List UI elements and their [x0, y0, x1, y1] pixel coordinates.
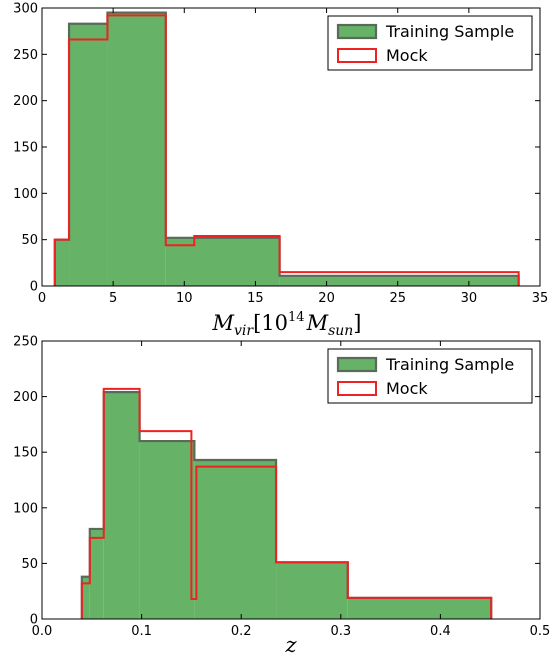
training-bar	[279, 275, 519, 286]
xlabel-sub: vir	[234, 323, 254, 339]
training-bar	[89, 528, 104, 619]
training-bar	[81, 576, 90, 619]
ticks-mvir: 0 5 10 15 20 25 30 35 0 50 100 150 200 250 300	[13, 2, 548, 307]
panel-redshift: 0.0 0.1 0.2 0.3 0.4 0.5 0 50 100 150 200 250 z Trai…	[13, 335, 550, 656]
y-tick-label: 50	[21, 233, 38, 248]
legend-label-training: Training Sample	[385, 22, 514, 41]
plot-area-mvir	[53, 11, 520, 287]
y-tick-label: 200	[13, 94, 38, 109]
xlabel-base: M	[211, 311, 234, 335]
training-bar	[276, 562, 348, 619]
legend-redshift: Training Sample Mock	[327, 348, 533, 404]
x-tick-label: 5	[109, 291, 117, 306]
x-tick-label: 0.2	[231, 624, 252, 639]
training-bar	[54, 239, 70, 286]
y-tick-label: 250	[13, 48, 38, 63]
legend-label-mock: Mock	[386, 379, 428, 398]
axes-frame-redshift	[41, 340, 541, 620]
x-axis-label-redshift: z	[284, 633, 297, 656]
xlabel-unit-sub: sun	[328, 323, 353, 339]
training-bar	[194, 459, 277, 619]
xlabel-unit: M	[306, 311, 329, 335]
y-tick-label: 150	[13, 446, 38, 461]
y-tick-label: 100	[13, 187, 38, 202]
x-tick-label: 25	[389, 291, 406, 306]
legend-label-training: Training Sample	[385, 355, 514, 374]
legend-swatch-mock	[337, 48, 377, 63]
ticks-redshift: 0.0 0.1 0.2 0.3 0.4 0.5 0 50 100 150 200 250	[13, 335, 550, 640]
legend-swatch-mock	[337, 381, 377, 396]
x-tick-label: 20	[318, 291, 335, 306]
y-tick-label: 150	[13, 141, 38, 156]
legend-swatch-training	[336, 23, 378, 40]
y-tick-label: 200	[13, 390, 38, 405]
y-tick-label: 0	[30, 280, 38, 295]
mock-step-line	[53, 14, 520, 286]
x-tick-label: 0.0	[32, 624, 53, 639]
legend-mvir: Training Sample Mock	[327, 15, 533, 71]
x-tick-label: 0.3	[330, 624, 351, 639]
xlabel-sup: 14	[288, 310, 305, 325]
x-tick-label: 15	[247, 291, 264, 306]
x-tick-label: 0.5	[530, 624, 551, 639]
training-bar	[69, 23, 108, 287]
xlabel-bracket-open: [10	[253, 311, 288, 335]
y-tick-label: 300	[13, 2, 38, 17]
x-tick-label: 10	[176, 291, 193, 306]
panel-mvir: 0 5 10 15 20 25 30 35 0 50 100 150 200 250 300 Mvir[10…	[13, 2, 548, 340]
x-tick-label: 0	[38, 291, 46, 306]
y-tick-label: 100	[13, 501, 38, 516]
legend-swatch-training	[336, 356, 378, 373]
y-tick-label: 50	[21, 557, 38, 572]
training-bar	[139, 441, 195, 619]
x-tick-label: 0.1	[131, 624, 152, 639]
y-tick-label: 0	[30, 613, 38, 628]
x-axis-label-mvir: Mvir[1014Msun]	[211, 310, 361, 339]
y-tick-label: 250	[13, 335, 38, 350]
plot-area-redshift	[80, 387, 493, 619]
x-tick-label: 35	[532, 291, 549, 306]
training-bar	[107, 12, 166, 287]
xlabel-bracket-close: ]	[353, 311, 361, 335]
x-tick-label: 30	[461, 291, 478, 306]
mock-step-line	[80, 387, 493, 619]
x-tick-label: 0.4	[430, 624, 451, 639]
training-bar	[103, 392, 140, 619]
training-bar	[347, 597, 492, 619]
legend-label-mock: Mock	[386, 46, 428, 65]
